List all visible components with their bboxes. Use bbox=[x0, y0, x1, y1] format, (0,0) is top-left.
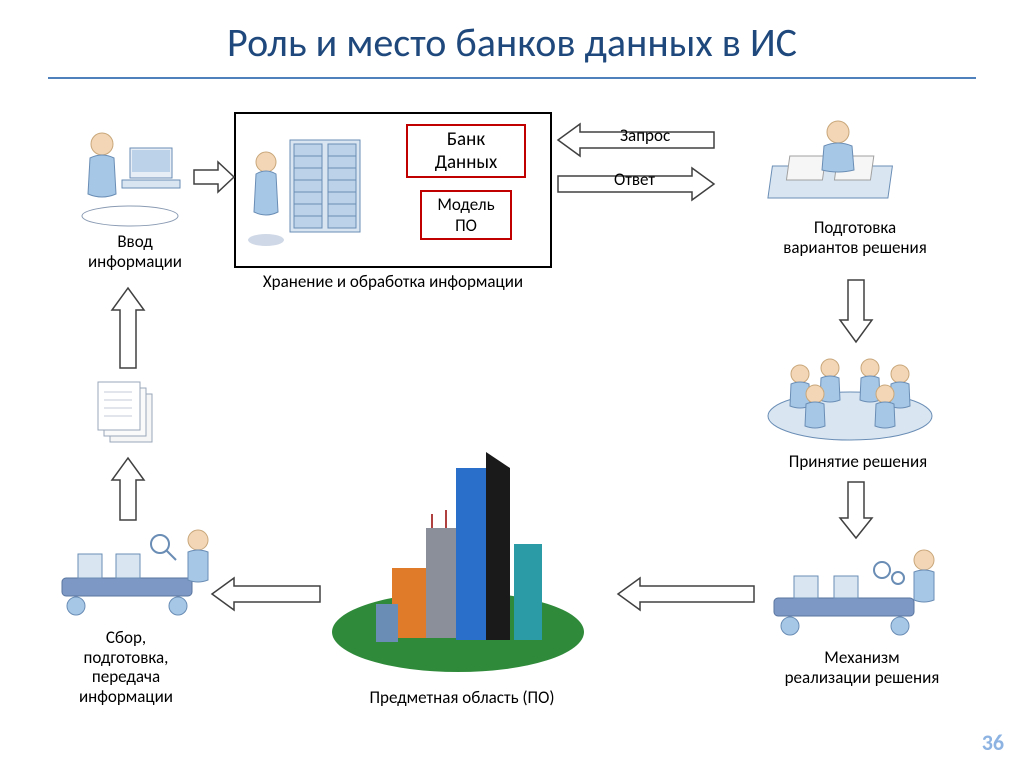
collect-label: Сбор, подготовка, передача информации bbox=[66, 628, 186, 706]
mechanism-label: Механизм реализации решения bbox=[772, 648, 952, 687]
operator-server-icon bbox=[244, 132, 364, 252]
request-label: Запрос bbox=[620, 126, 670, 146]
arrow-mechanism-subject bbox=[616, 576, 756, 612]
prepare-icon bbox=[760, 112, 920, 222]
arrow-subject-collect bbox=[210, 576, 322, 612]
page-title: Роль и место банков данных в ИС bbox=[0, 0, 1024, 67]
databank-caption: Хранение и обработка информации bbox=[248, 272, 538, 292]
decision-label: Принятие решения bbox=[778, 452, 938, 472]
decision-icon bbox=[760, 346, 940, 456]
page-number: 36 bbox=[982, 729, 1004, 756]
subject-label: Предметная область (ПО) bbox=[342, 688, 582, 708]
prepare-label: Подготовка вариантов решения bbox=[770, 218, 940, 257]
subject-area-icon bbox=[318, 424, 598, 684]
arrow-prepare-decision bbox=[838, 278, 874, 344]
databank-box: Банк Данных Модель ПО bbox=[234, 112, 552, 268]
arrow-decision-mechanism bbox=[838, 480, 874, 540]
documents-icon bbox=[90, 374, 170, 450]
input-label: Ввод информации bbox=[80, 232, 190, 271]
databank-model-box: Модель ПО bbox=[420, 190, 512, 240]
databank-title-box: Банк Данных bbox=[406, 124, 526, 178]
arrow-docs-input bbox=[110, 286, 146, 370]
arrow-input-databank bbox=[192, 160, 236, 194]
collect-icon bbox=[48, 520, 218, 630]
mechanism-icon bbox=[756, 540, 936, 650]
input-icon bbox=[72, 118, 192, 228]
response-label: Ответ bbox=[614, 170, 655, 190]
arrow-collect-docs bbox=[110, 456, 146, 522]
title-rule bbox=[48, 77, 976, 79]
